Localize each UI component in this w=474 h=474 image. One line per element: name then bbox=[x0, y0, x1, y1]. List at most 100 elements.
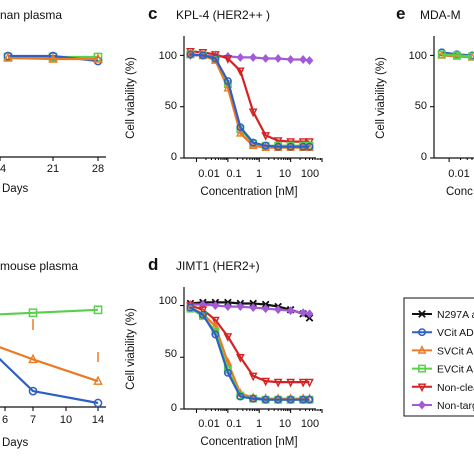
panel-letter: c bbox=[148, 4, 157, 23]
data-point bbox=[418, 310, 426, 318]
data-point bbox=[211, 316, 220, 326]
plot-area bbox=[180, 47, 323, 162]
data-point bbox=[211, 54, 220, 63]
data-point bbox=[305, 56, 314, 65]
data-point bbox=[236, 123, 245, 132]
data-point bbox=[28, 386, 38, 396]
x-tick-label: 10 bbox=[60, 414, 72, 426]
y-tick-label: 50 bbox=[415, 100, 427, 112]
x-tick-label: 0.1 bbox=[226, 168, 241, 180]
data-point bbox=[437, 50, 446, 59]
data-point bbox=[223, 333, 233, 342]
data-point bbox=[286, 306, 295, 316]
data-point bbox=[274, 142, 283, 151]
data-point bbox=[261, 393, 270, 402]
data-point bbox=[236, 67, 245, 77]
legend-label: SVCit A bbox=[437, 345, 473, 357]
x-tick-label: 10 bbox=[279, 168, 291, 180]
data-point bbox=[417, 383, 427, 393]
x-tick-label: 7 bbox=[30, 414, 36, 426]
y-tick-label: 0 bbox=[421, 151, 427, 163]
data-point bbox=[298, 393, 308, 402]
data-point bbox=[261, 304, 270, 314]
x-tick-label: 0.01 bbox=[448, 168, 469, 180]
legend-label: Non-targ bbox=[437, 400, 474, 412]
data-point bbox=[305, 378, 314, 388]
data-point bbox=[249, 52, 258, 62]
x-axis-label: Conc bbox=[446, 186, 473, 198]
series-line-EVCit bbox=[441, 53, 473, 58]
data-point bbox=[3, 52, 13, 62]
data-point bbox=[305, 395, 314, 404]
y-tick-label: 50 bbox=[165, 100, 177, 112]
y-axis-label: Cell viability (%) bbox=[125, 57, 137, 139]
data-point bbox=[93, 53, 103, 63]
x-tick-label: 0.01 bbox=[198, 418, 219, 430]
legend-label: N297A a bbox=[437, 309, 474, 321]
x-tick-label: 100 bbox=[301, 418, 319, 430]
panel-title: KPL-4 (HER2++ ) bbox=[176, 8, 270, 22]
legend: N297A a VCit ADC SVCit A EVCit A Non-clea Non… bbox=[403, 297, 474, 417]
y-tick-label: 0 bbox=[171, 151, 177, 163]
data-point bbox=[305, 393, 314, 402]
data-point bbox=[198, 306, 208, 316]
data-point bbox=[452, 51, 461, 60]
series-line-SVCit bbox=[7, 56, 98, 61]
x-axis-label: Concentration [nM] bbox=[200, 186, 297, 198]
data-point bbox=[298, 378, 308, 388]
series-line-NonCleavable bbox=[190, 50, 310, 143]
data-point bbox=[261, 141, 270, 150]
data-point bbox=[248, 372, 258, 382]
x-tick-label: 10 bbox=[279, 418, 291, 430]
data-point bbox=[48, 53, 58, 63]
panel-title: mouse plasma bbox=[0, 259, 78, 273]
legend-box bbox=[403, 297, 474, 417]
data-point bbox=[286, 142, 295, 151]
data-point bbox=[248, 108, 258, 118]
data-point bbox=[273, 378, 283, 388]
data-point bbox=[274, 54, 282, 63]
data-point bbox=[274, 395, 283, 404]
data-point bbox=[93, 305, 103, 315]
data-point bbox=[93, 398, 103, 408]
legend-label: Non-clea bbox=[437, 382, 474, 394]
plot-area bbox=[0, 305, 103, 411]
data-point bbox=[249, 138, 258, 147]
data-point bbox=[261, 377, 270, 387]
legend-items: N297A a VCit ADC SVCit A EVCit A Non-clea Non… bbox=[412, 309, 474, 412]
data-point bbox=[286, 55, 295, 64]
data-point bbox=[273, 393, 283, 402]
series-line-SVCit bbox=[0, 346, 99, 383]
data-point bbox=[198, 310, 207, 319]
data-point bbox=[261, 395, 270, 404]
data-point bbox=[223, 77, 232, 85]
panel-mouse-plasma: mouse plasma 6 7 10 14 Days bbox=[0, 259, 106, 449]
series-line-VCit bbox=[190, 53, 310, 148]
data-point bbox=[274, 305, 282, 315]
plot-area bbox=[0, 51, 103, 161]
y-axis-label: Cell viability (%) bbox=[125, 308, 137, 390]
data-point bbox=[286, 395, 295, 404]
data-point bbox=[286, 393, 295, 402]
x-tick-label: 28 bbox=[92, 163, 104, 175]
x-axis-label: Days bbox=[2, 183, 28, 195]
x-tick-label: 1 bbox=[256, 168, 262, 180]
data-point bbox=[198, 51, 207, 60]
series-line-EVCit bbox=[0, 308, 99, 316]
panel-kpl4: c KPL-4 (HER2++ ) Cell viability (%) 100… bbox=[125, 4, 323, 198]
x-axis-label: Days bbox=[2, 437, 28, 449]
data-point bbox=[261, 142, 270, 152]
x-tick-label: 21 bbox=[47, 163, 59, 175]
x-axis-label: Concentration [nM] bbox=[200, 436, 297, 448]
data-point bbox=[236, 392, 245, 401]
x-tick-label: 14 bbox=[92, 414, 104, 426]
panel-title: JIMT1 (HER2+) bbox=[176, 259, 260, 273]
data-point bbox=[249, 394, 258, 403]
y-tick-label: 100 bbox=[159, 50, 177, 62]
data-point bbox=[261, 132, 270, 141]
series-line-NonCleavable bbox=[190, 304, 310, 384]
data-point bbox=[211, 330, 220, 339]
data-point bbox=[299, 308, 307, 318]
x-tick-label: 1 bbox=[256, 418, 262, 430]
